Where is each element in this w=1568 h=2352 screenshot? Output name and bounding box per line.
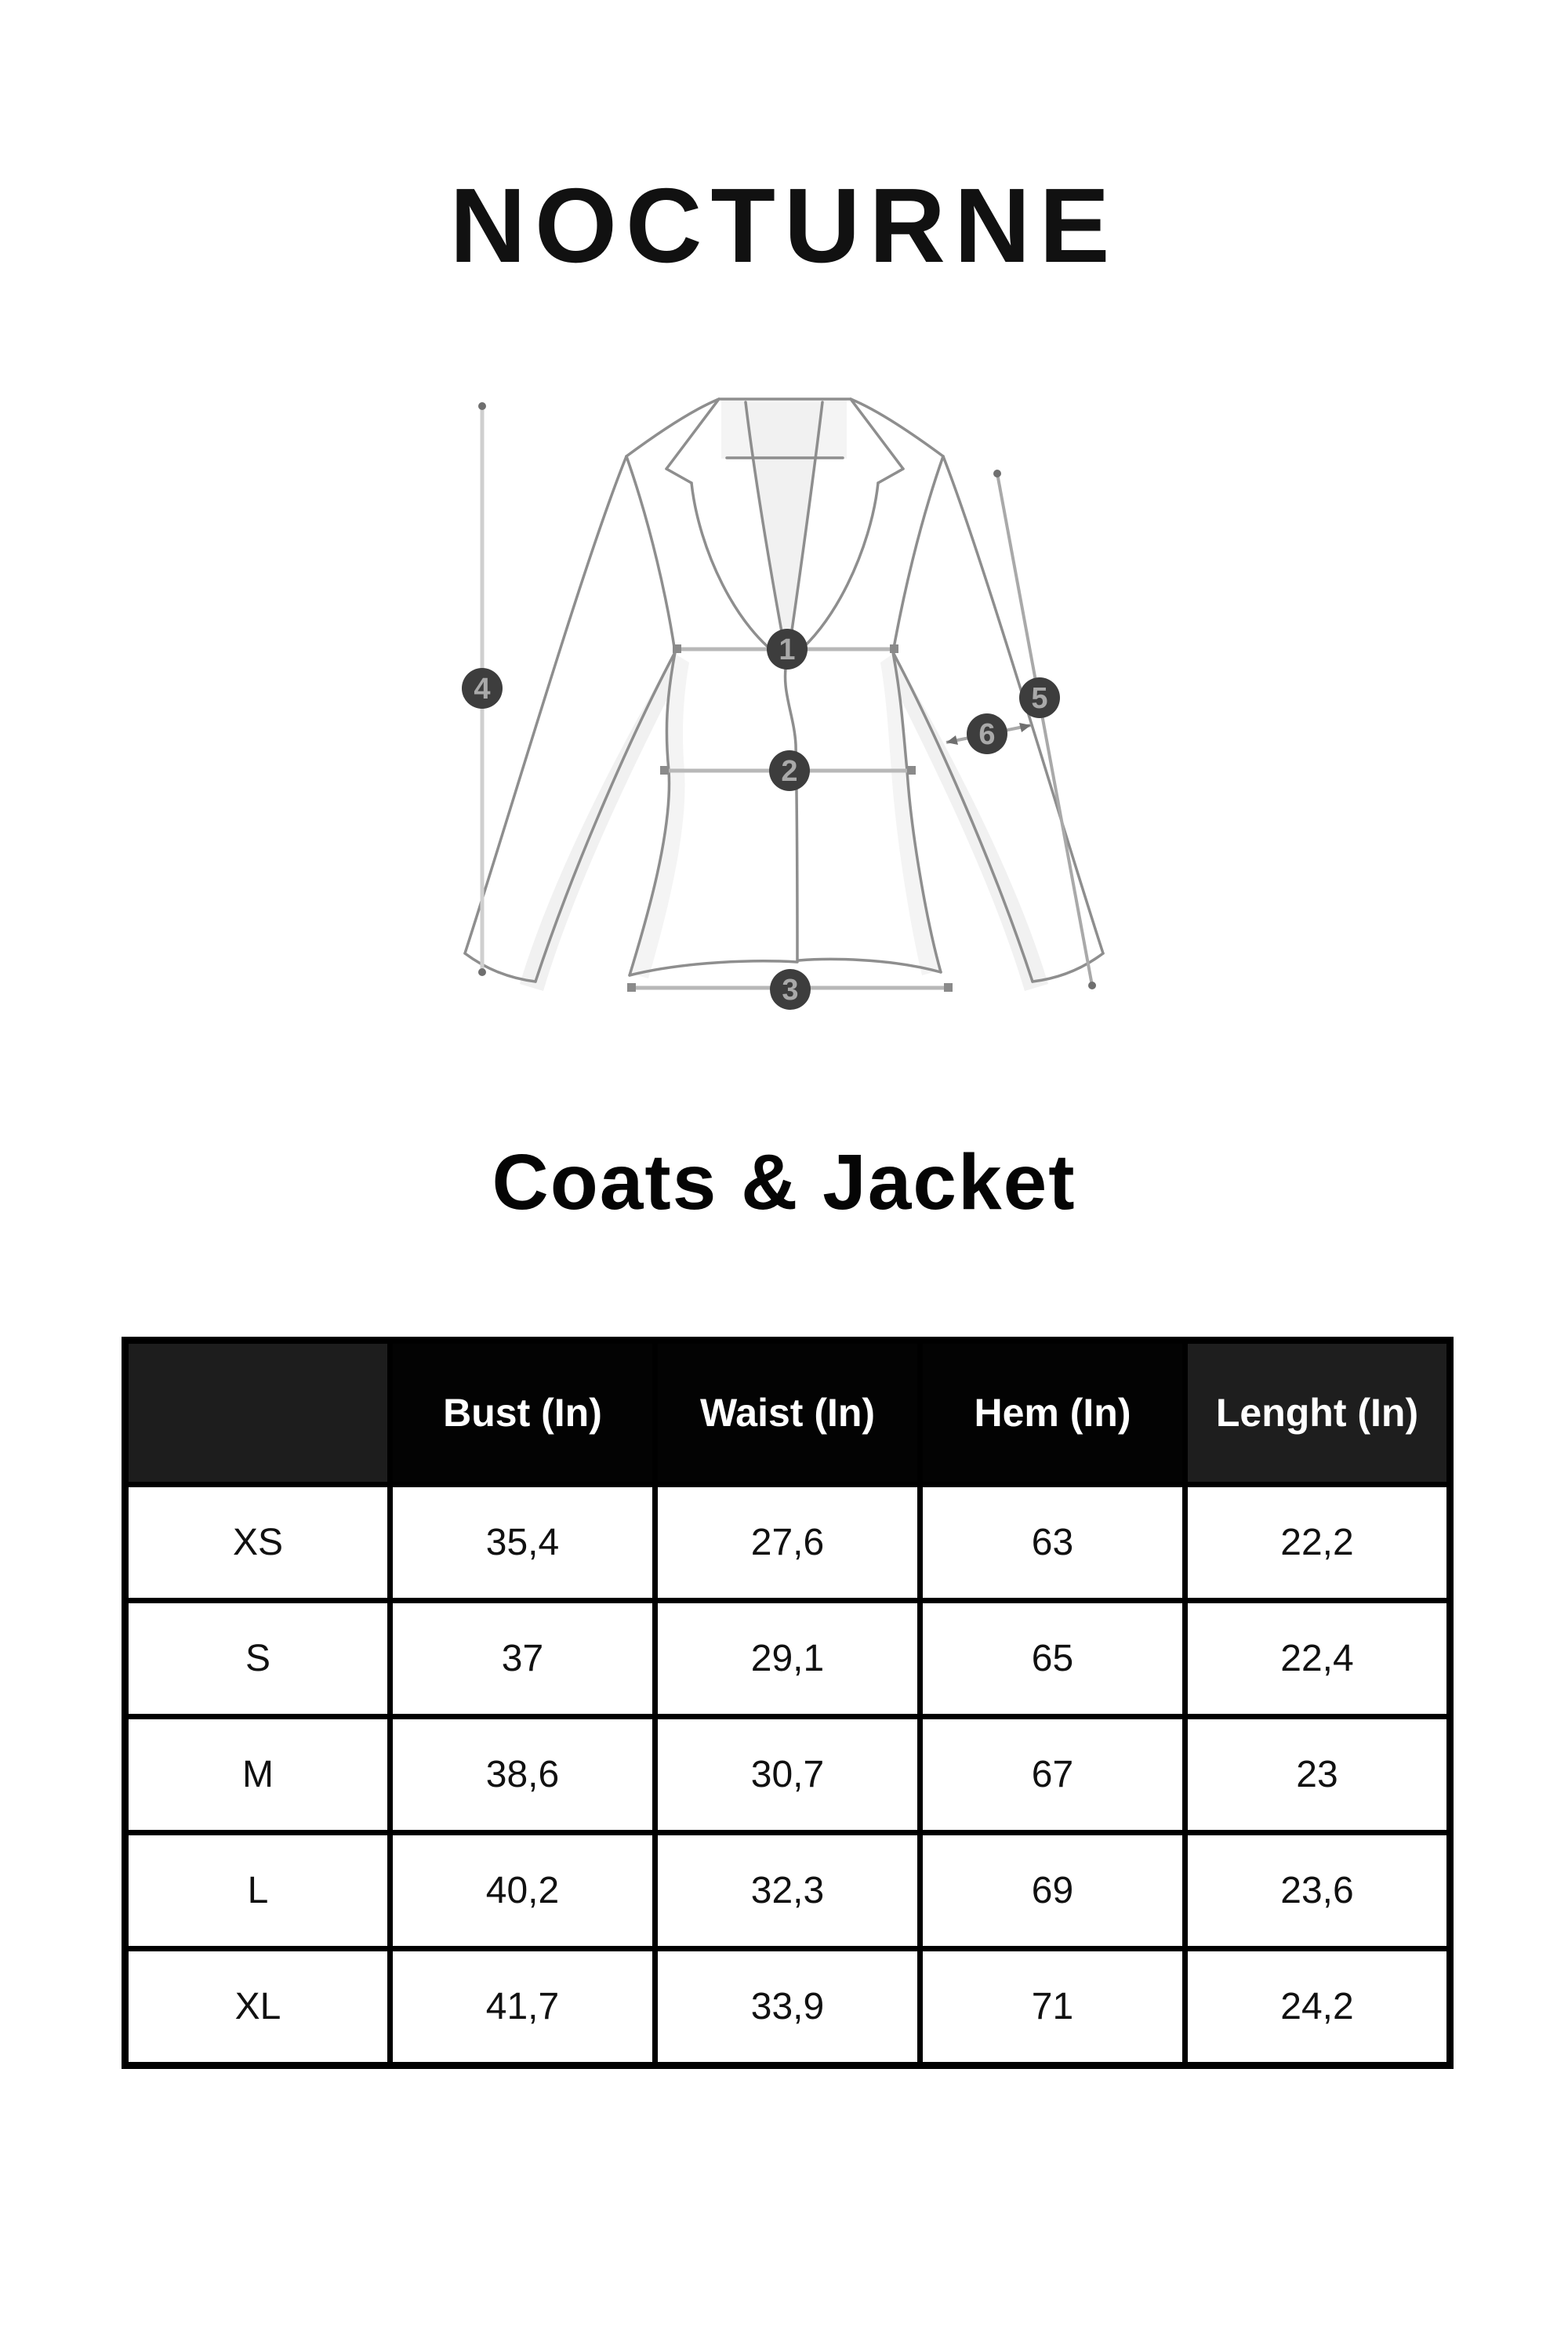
length-cell: 23,6 [1182, 1830, 1453, 1951]
col-header-hem: Hem (In) [917, 1338, 1188, 1487]
svg-text:6: 6 [978, 718, 995, 751]
length-cell: 22,2 [1182, 1482, 1453, 1603]
col-header-blank [122, 1338, 393, 1487]
length-cell: 23 [1182, 1714, 1453, 1835]
bust-cell: 41,7 [387, 1946, 658, 2068]
waist-cell: 33,9 [652, 1946, 923, 2068]
bust-cell: 40,2 [387, 1830, 658, 1951]
hem-cell: 67 [917, 1714, 1188, 1835]
header-row: Bust (In) Waist (In) Hem (In) Lenght (In… [122, 1338, 1453, 1487]
hem-cell: 63 [917, 1482, 1188, 1603]
length-cell: 24,2 [1182, 1946, 1453, 2068]
bust-cell: 35,4 [387, 1482, 658, 1603]
waist-cell: 27,6 [652, 1482, 923, 1603]
table-row-m: M 38,6 30,7 67 23 [122, 1714, 1453, 1835]
section-title: Coats & Jacket [492, 1138, 1076, 1226]
svg-text:5: 5 [1031, 682, 1047, 715]
waist-cell: 30,7 [652, 1714, 923, 1835]
jacket-shading [520, 400, 1048, 991]
length-cell: 22,4 [1182, 1598, 1453, 1719]
size-cell: L [122, 1830, 393, 1951]
svg-text:4: 4 [474, 673, 490, 706]
svg-text:2: 2 [781, 755, 797, 788]
col-header-waist: Waist (In) [652, 1338, 923, 1487]
size-table: Bust (In) Waist (In) Hem (In) Lenght (In… [122, 1337, 1454, 2069]
table-row-l: L 40,2 32,3 69 23,6 [122, 1830, 1453, 1951]
svg-text:1: 1 [779, 633, 795, 666]
bust-cell: 37 [387, 1598, 658, 1719]
table-row-s: S 37 29,1 65 22,4 [122, 1598, 1453, 1719]
bust-cell: 38,6 [387, 1714, 658, 1835]
size-cell: XS [122, 1482, 393, 1603]
brand-title: NOCTURNE [449, 166, 1119, 285]
col-header-length: Lenght (In) [1182, 1338, 1453, 1487]
marker-6: 6 [967, 713, 1007, 754]
hem-cell: 65 [917, 1598, 1188, 1719]
marker-1: 1 [767, 629, 808, 670]
jacket-sketch-svg: 1 2 3 4 5 6 [462, 397, 1105, 1010]
col-header-bust: Bust (In) [387, 1338, 658, 1487]
svg-text:3: 3 [782, 974, 798, 1007]
waist-cell: 32,3 [652, 1830, 923, 1951]
marker-2: 2 [769, 750, 810, 791]
marker-3: 3 [770, 969, 811, 1010]
marker-5: 5 [1019, 677, 1060, 718]
size-cell: S [122, 1598, 393, 1719]
size-cell: XL [122, 1946, 393, 2068]
table-row-xl: XL 41,7 33,9 71 24,2 [122, 1946, 1453, 2068]
waist-cell: 29,1 [652, 1598, 923, 1719]
measure-line-sleeve [993, 470, 1096, 989]
marker-4: 4 [462, 668, 503, 709]
hem-cell: 69 [917, 1830, 1188, 1951]
table-row-xs: XS 35,4 27,6 63 22,2 [122, 1482, 1453, 1603]
size-cell: M [122, 1714, 393, 1835]
jacket-measurement-diagram: 1 2 3 4 5 6 [427, 392, 1141, 1054]
hem-cell: 71 [917, 1946, 1188, 2068]
